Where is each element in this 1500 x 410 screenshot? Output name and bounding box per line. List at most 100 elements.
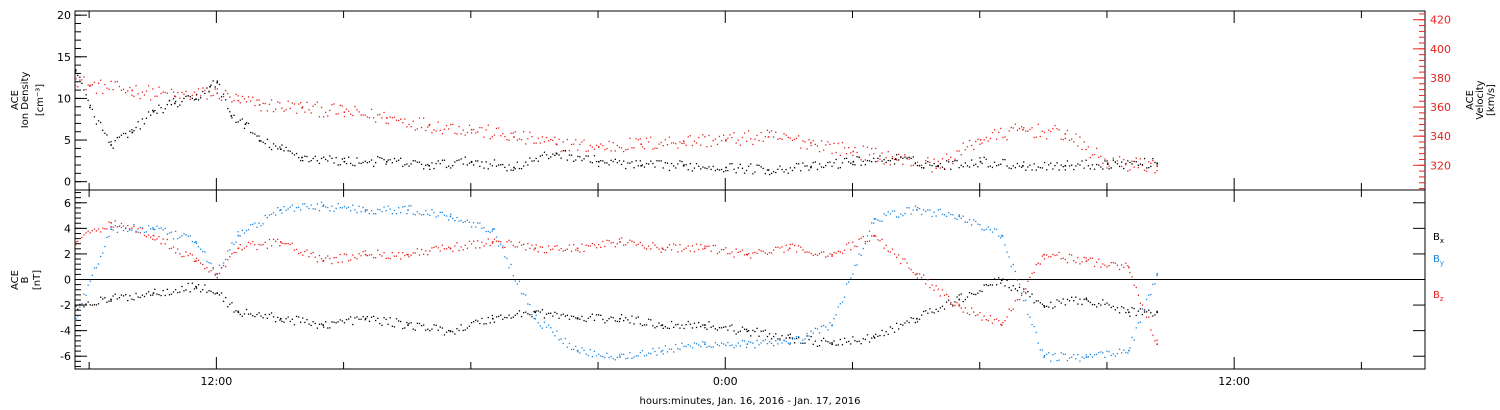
by-point (250, 224, 252, 226)
bz-point (539, 246, 541, 248)
density-point (889, 160, 891, 162)
density-point (150, 114, 152, 116)
by-point (393, 209, 396, 212)
density-point (152, 109, 154, 111)
density-point (768, 173, 771, 176)
velocity-point (77, 86, 79, 88)
bz-point (543, 252, 546, 254)
bx-point (202, 289, 204, 291)
by-point (591, 355, 593, 358)
bx-point (345, 319, 348, 321)
bx-point (914, 321, 916, 324)
bx-point (560, 314, 562, 316)
density-point (570, 154, 573, 156)
velocity-point (1000, 127, 1002, 130)
by-point (896, 216, 898, 218)
velocity-point (946, 153, 948, 155)
by-point (883, 213, 885, 215)
density-point (466, 164, 468, 166)
bz-point (679, 244, 681, 246)
velocity-point (214, 88, 216, 90)
bx-point (306, 319, 308, 321)
by-point (237, 231, 239, 233)
bz-point (129, 228, 131, 230)
bx-point (493, 321, 496, 323)
velocity-point (979, 143, 981, 145)
bz-point (891, 248, 894, 250)
bz-point (923, 274, 925, 276)
velocity-point (841, 141, 844, 144)
bz-point (735, 248, 737, 250)
bx-point (562, 313, 564, 315)
bx-point (1004, 285, 1006, 287)
density-point (352, 164, 354, 166)
velocity-point (202, 87, 204, 89)
density-point (443, 159, 446, 161)
bz-point (222, 264, 225, 267)
bz-point (214, 273, 216, 275)
bx-point (100, 296, 102, 298)
by-point (700, 345, 702, 348)
density-point (1060, 164, 1062, 166)
density-point (258, 140, 261, 142)
by-point (643, 355, 646, 357)
bx-point (512, 316, 514, 318)
by-point (85, 294, 87, 296)
velocity-point (583, 139, 585, 141)
velocity-point (1077, 145, 1079, 147)
bx-point (1060, 302, 1062, 304)
bx-point (1150, 312, 1152, 314)
density-point (741, 167, 744, 169)
density-point (354, 165, 356, 167)
by-point (260, 225, 262, 227)
bz-point (1064, 258, 1066, 261)
bx-point (391, 325, 393, 327)
bz-point (873, 234, 876, 237)
density-point (373, 165, 375, 167)
by-point (946, 215, 948, 217)
velocity-point (767, 136, 770, 138)
density-point (197, 99, 200, 101)
velocity-point (971, 144, 973, 147)
density-point (1054, 165, 1056, 167)
by-point (450, 213, 452, 215)
density-point (887, 159, 889, 162)
by-point (746, 343, 749, 345)
bx-point (660, 324, 662, 327)
velocity-point (1014, 123, 1016, 125)
density-point (1056, 162, 1058, 164)
density-point (962, 166, 964, 168)
bx-point (268, 313, 271, 316)
density-point (287, 150, 289, 152)
velocity-point (87, 84, 89, 86)
by-point (1079, 360, 1081, 362)
density-point (485, 161, 487, 163)
by-point (916, 209, 918, 211)
by-point (229, 249, 231, 251)
bx-point (1029, 296, 1031, 298)
bx-point (537, 310, 539, 312)
velocity-point (893, 158, 896, 161)
bx-point (106, 301, 108, 303)
by-point (181, 235, 183, 237)
velocity-point (558, 138, 560, 140)
velocity-point (640, 143, 642, 145)
bx-point (1052, 307, 1054, 309)
by-point (410, 205, 412, 207)
bx-point (475, 319, 477, 321)
bx-point (534, 311, 536, 314)
velocity-point (606, 148, 608, 150)
velocity-point (664, 139, 666, 141)
density-point (898, 159, 900, 161)
by-point (258, 222, 260, 224)
bz-point (523, 243, 525, 245)
bx-point (679, 327, 681, 329)
bz-point (1058, 251, 1060, 254)
velocity-point (555, 143, 558, 145)
velocity-point (131, 94, 133, 96)
density-point (487, 168, 489, 170)
bx-point (993, 278, 996, 280)
bz-point (1056, 254, 1058, 256)
velocity-point (1098, 156, 1100, 159)
bx-point (954, 301, 956, 303)
